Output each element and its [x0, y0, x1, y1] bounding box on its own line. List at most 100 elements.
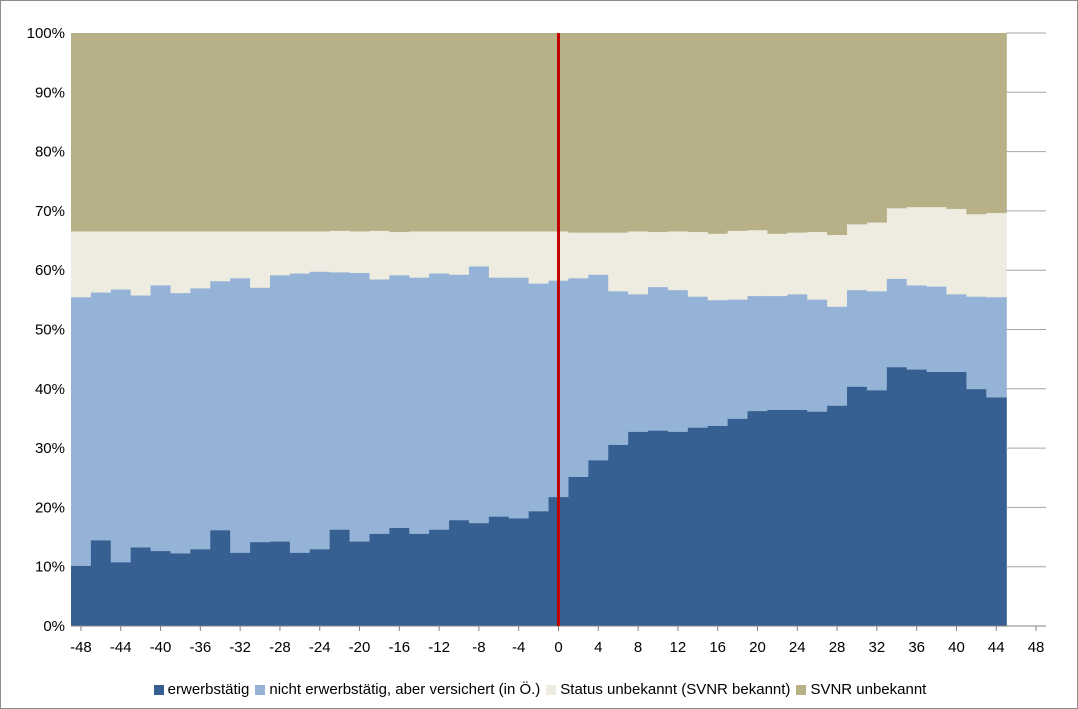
x-tick-label: -4 — [512, 639, 525, 656]
bar-segment-1 — [170, 553, 191, 627]
bar-segment-3 — [289, 231, 311, 274]
bar-segment-3 — [946, 208, 968, 295]
bar-segment-2 — [389, 274, 410, 528]
bar-segment-3 — [269, 231, 291, 276]
y-tick-label: 20% — [35, 499, 65, 516]
bar-segment-4 — [628, 33, 649, 232]
bar-segment-4 — [409, 33, 430, 232]
bar-segment-2 — [807, 299, 828, 412]
bar-segment-2 — [230, 277, 251, 553]
bar-segment-1 — [966, 388, 987, 627]
bar-segment-1 — [250, 541, 271, 627]
bar-segment-4 — [150, 33, 172, 232]
bar-segment-1 — [528, 510, 550, 627]
bar-segment-1 — [309, 548, 331, 627]
bar-segment-2 — [608, 290, 629, 445]
bar-segment-3 — [488, 231, 510, 278]
bar-segment-1 — [727, 418, 749, 627]
x-tick-label: 40 — [948, 639, 965, 656]
bar-segment-1 — [866, 389, 888, 627]
bar-segment-3 — [906, 206, 928, 286]
bar-segment-2 — [906, 285, 928, 370]
bar-segment-3 — [349, 231, 371, 273]
bar-segment-3 — [210, 231, 231, 282]
x-tick-label: 24 — [789, 639, 806, 656]
bar-segment-2 — [409, 277, 430, 534]
bar-segment-4 — [986, 33, 1007, 214]
bar-segment-3 — [648, 231, 669, 288]
bar-segment-3 — [90, 231, 112, 293]
bar-segment-2 — [309, 271, 331, 550]
bar-segment-3 — [827, 234, 848, 307]
bar-segment-4 — [648, 33, 669, 233]
legend: erwerbstätig nicht erwerbstätig, aber ver… — [1, 681, 1078, 698]
bar-segment-1 — [71, 565, 92, 627]
bar-segment-4 — [468, 33, 490, 232]
bar-segment-3 — [250, 231, 271, 288]
x-tick-label: -36 — [189, 639, 211, 656]
bar-segment-2 — [190, 287, 211, 550]
bar-segment-3 — [468, 231, 490, 267]
bar-segment-1 — [946, 371, 968, 627]
bar-segment-2 — [886, 278, 908, 368]
bar-segment-4 — [747, 33, 769, 231]
x-tick-label: 0 — [554, 639, 562, 656]
x-tick-label: -8 — [472, 639, 485, 656]
bar-segment-2 — [429, 273, 450, 530]
legend-swatch — [546, 684, 557, 695]
bar-segment-3 — [150, 231, 172, 286]
bar-segment-1 — [130, 547, 152, 627]
bar-segment-4 — [170, 33, 191, 232]
bar-segment-1 — [389, 527, 410, 627]
bar-segment-2 — [329, 271, 351, 530]
y-tick-label: 30% — [35, 440, 65, 457]
legend-item: nicht erwerbstätig, aber versichert (in … — [255, 681, 540, 698]
y-axis-labels: 0% 10% 20% 30% 40% 50% 60% 70% 80% 90% 100% — [27, 25, 65, 635]
bar-segment-2 — [170, 292, 191, 554]
bar-segment-4 — [130, 33, 152, 232]
bar-segment-4 — [807, 33, 828, 233]
x-tick-label: 12 — [670, 639, 687, 656]
stacked-area-chart: 0%10%20%30%40%50%60%70%80%90%100% -48 -44… — [27, 25, 1046, 656]
bar-segment-2 — [568, 277, 589, 477]
bar-segment-2 — [449, 274, 470, 521]
x-tick-label: 8 — [634, 639, 642, 656]
bar-segment-1 — [349, 541, 371, 627]
bar-segment-2 — [269, 274, 291, 542]
y-tick-label: 90% — [35, 84, 65, 101]
bar-segment-4 — [389, 33, 410, 233]
bar-segment-1 — [409, 533, 430, 627]
legend-swatch — [796, 684, 807, 695]
bar-segment-3 — [309, 231, 331, 272]
bar-segment-2 — [210, 280, 231, 531]
bar-segment-3 — [190, 231, 211, 289]
bar-segment-1 — [449, 519, 470, 627]
bar-segment-2 — [946, 293, 968, 372]
bar-segment-4 — [528, 33, 550, 232]
bar-segment-4 — [707, 33, 729, 234]
bar-segment-1 — [926, 371, 948, 627]
y-tick-label: 10% — [35, 559, 65, 576]
bar-segment-1 — [90, 540, 112, 627]
bar-segment-2 — [369, 279, 390, 534]
x-tick-label: 28 — [829, 639, 846, 656]
legend-item: erwerbstätig — [153, 681, 249, 698]
bar-segment-2 — [130, 295, 152, 548]
bar-segment-2 — [866, 290, 888, 391]
bar-segment-3 — [389, 231, 410, 276]
bar-segment-2 — [747, 295, 769, 412]
x-tick-label: 44 — [988, 639, 1005, 656]
bar-segment-3 — [886, 207, 908, 279]
bar-segment-4 — [190, 33, 211, 232]
bar-segment-1 — [110, 561, 132, 627]
bar-segment-1 — [488, 516, 510, 627]
bar-segment-2 — [528, 283, 550, 512]
bar-segment-3 — [449, 231, 470, 275]
bar-segment-3 — [71, 231, 92, 298]
y-tick-label: 60% — [35, 262, 65, 279]
bar-segment-1 — [329, 529, 351, 627]
bar-segment-1 — [588, 459, 609, 627]
legend-swatch — [255, 684, 266, 695]
bar-segment-1 — [986, 397, 1007, 627]
x-tick-label: 36 — [908, 639, 925, 656]
